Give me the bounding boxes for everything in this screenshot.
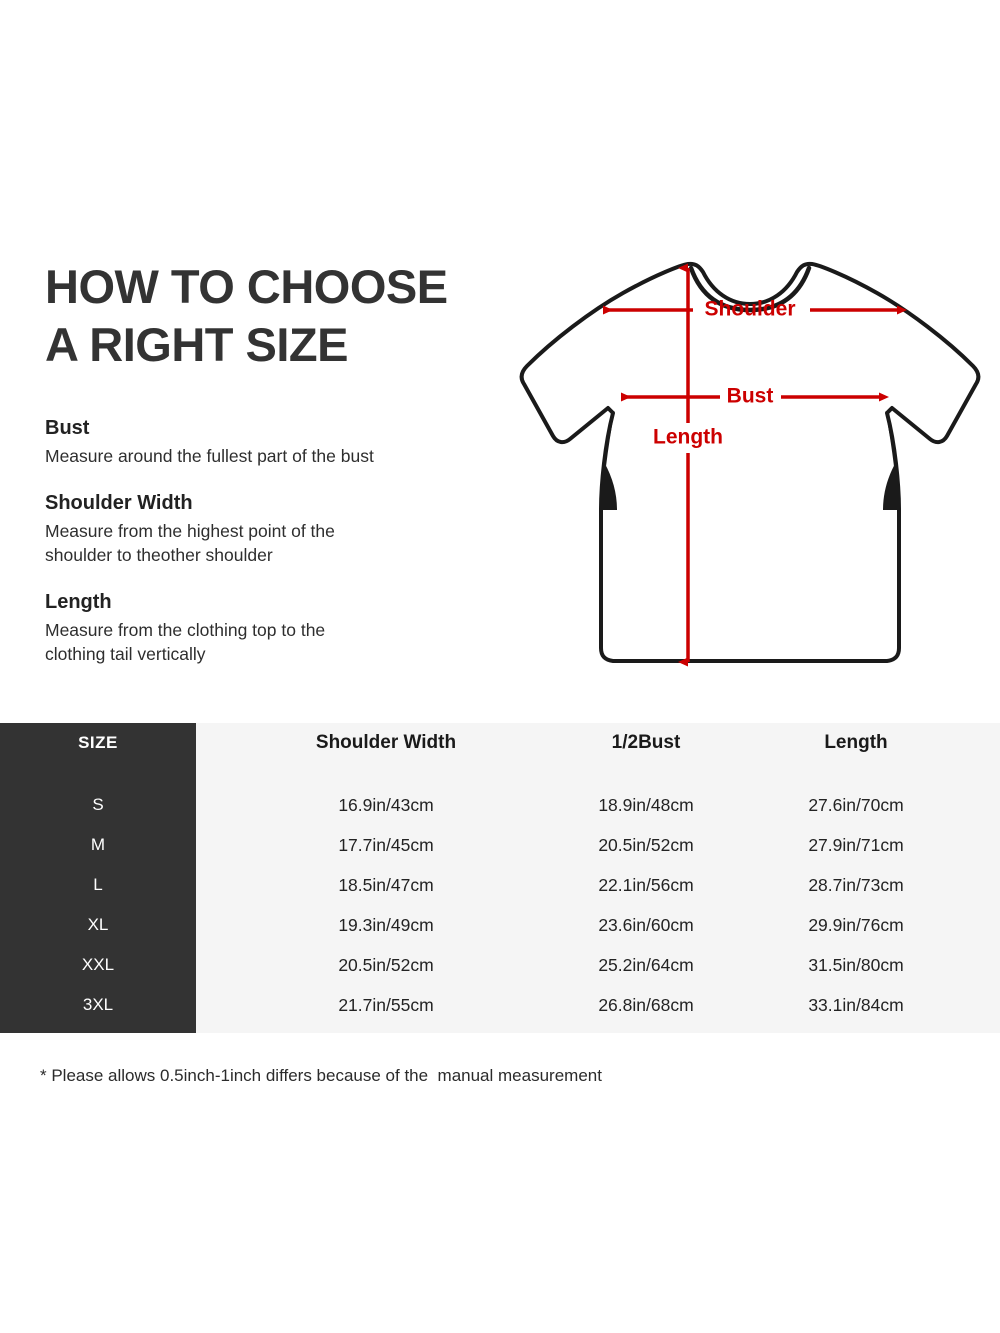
shoulder-label: Shoulder <box>704 298 795 321</box>
tshirt-measurement-diagram: Shoulder Bust Length <box>505 248 995 688</box>
definition-term: Bust <box>45 416 90 439</box>
size-column: SIZE S M L XL XXL 3XL <box>0 723 196 1033</box>
cell-shoulder-width: 17.7in/45cm <box>338 835 434 855</box>
table-row-size-cell: L <box>93 875 103 894</box>
table-row: 17.7in/45cm 20.5in/52cm 27.9in/71cm <box>196 825 1000 865</box>
measurement-disclaimer: * Please allows 0.5inch-1inch differs be… <box>40 1066 602 1085</box>
page-title-line-1: HOW TO CHOOSE <box>45 260 448 313</box>
definition-description: Measure from the highest point of the sh… <box>45 521 335 565</box>
table-row-size-cell: M <box>90 835 106 854</box>
table-header-row: Shoulder Width 1/2Bust Length <box>196 723 1000 763</box>
definition-term: Shoulder Width <box>45 492 193 515</box>
cell-shoulder-width: 16.9in/43cm <box>338 795 434 815</box>
cell-shoulder-width: 19.3in/49cm <box>338 915 434 935</box>
table-row-size-cell: S <box>92 795 104 814</box>
table-row: 21.7in/55cm 26.8in/68cm 33.1in/84cm <box>196 985 1000 1025</box>
intro-section: HOW TO CHOOSE A RIGHT SIZE Bust Measure … <box>45 248 995 691</box>
cell-length: 27.9in/71cm <box>808 835 904 855</box>
cell-half-bust: 18.9in/48cm <box>598 795 694 815</box>
measurements-columns: Shoulder Width 1/2Bust Length 16.9in/43c… <box>196 723 1000 1033</box>
table-header-size: SIZE <box>78 733 118 752</box>
definition-description: Measure from the clothing top to the clo… <box>45 620 326 665</box>
cell-shoulder-width: 21.7in/55cm <box>338 995 434 1015</box>
table-row: 19.3in/49cm 23.6in/60cm 29.9in/76cm <box>196 905 1000 945</box>
cell-length: 33.1in/84cm <box>808 995 904 1015</box>
table-row-size-cell: XL <box>87 915 109 934</box>
cell-half-bust: 22.1in/56cm <box>598 875 694 895</box>
cell-shoulder-width: 18.5in/47cm <box>338 875 434 895</box>
bust-label: Bust <box>727 385 774 408</box>
table-header-shoulder-width: Shoulder Width <box>315 732 457 753</box>
cell-length: 31.5in/80cm <box>808 955 904 975</box>
table-row: 16.9in/43cm 18.9in/48cm 27.6in/70cm <box>196 785 1000 825</box>
table-row: 18.5in/47cm 22.1in/56cm 28.7in/73cm <box>196 865 1000 905</box>
armpit-wedge-left <box>601 462 617 510</box>
page-title-line-2: A RIGHT SIZE <box>45 318 349 372</box>
page-title: HOW TO CHOOSE A RIGHT SIZE <box>45 258 485 375</box>
size-chart-table: SIZE S M L XL XXL 3XL Shoulder Width 1/2… <box>0 723 1000 1033</box>
cell-length: 29.9in/76cm <box>808 915 904 935</box>
cell-half-bust: 25.2in/64cm <box>598 955 694 975</box>
measurement-guide: HOW TO CHOOSE A RIGHT SIZE Bust Measure … <box>45 258 485 691</box>
table-header-half-bust: 1/2Bust <box>611 732 681 753</box>
cell-length: 28.7in/73cm <box>808 875 904 895</box>
definition-bust: Bust Measure around the fullest part of … <box>45 417 485 469</box>
cell-length: 27.6in/70cm <box>808 795 904 815</box>
definition-length: Length Measure from the clothing top to … <box>45 591 485 666</box>
armpit-wedge-right <box>883 462 899 510</box>
definition-shoulder-width: Shoulder Width Measure from the highest … <box>45 492 485 567</box>
cell-shoulder-width: 20.5in/52cm <box>338 955 434 975</box>
cell-half-bust: 26.8in/68cm <box>598 995 694 1015</box>
cell-half-bust: 20.5in/52cm <box>598 835 694 855</box>
length-label: Length <box>653 426 723 449</box>
collar-inner-line <box>688 265 812 313</box>
table-row: 20.5in/52cm 25.2in/64cm 31.5in/80cm <box>196 945 1000 985</box>
definition-description: Measure around the fullest part of the b… <box>45 445 374 466</box>
table-row-size-cell: XXL <box>81 955 115 974</box>
table-header-length: Length <box>824 732 888 753</box>
cell-half-bust: 23.6in/60cm <box>598 915 694 935</box>
table-row-size-cell: 3XL <box>82 995 114 1014</box>
tshirt-outline <box>519 261 981 663</box>
definition-term: Length <box>45 591 112 614</box>
